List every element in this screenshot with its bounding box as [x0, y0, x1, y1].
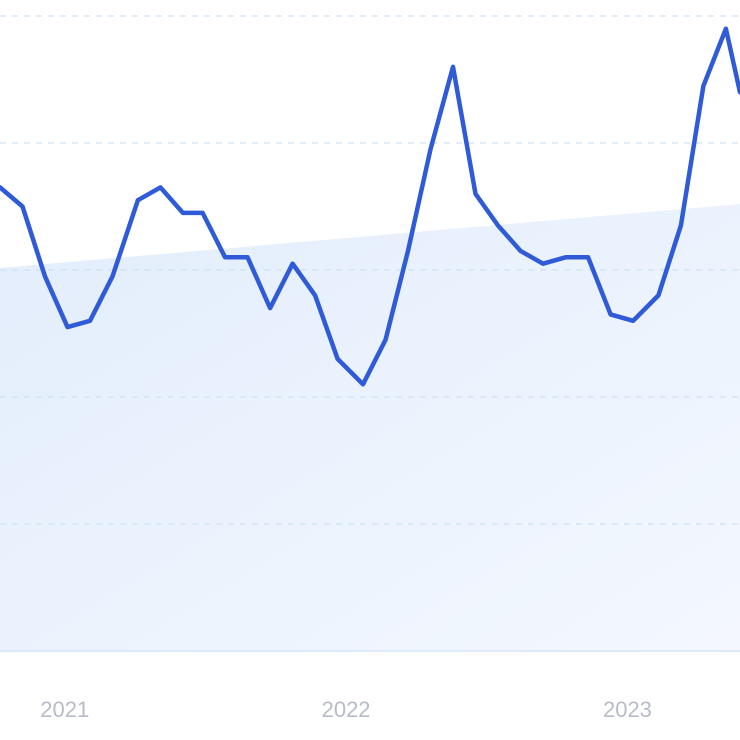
- background-area: [0, 204, 740, 652]
- grid-lines: [0, 15, 740, 525]
- x-tick-label: 2023: [603, 697, 652, 722]
- series-line: [0, 26, 740, 387]
- x-tick-label: 2021: [40, 697, 89, 722]
- x-tick-label: 2022: [322, 697, 371, 722]
- x-axis-ticks: 2021 2022 2023: [40, 697, 652, 722]
